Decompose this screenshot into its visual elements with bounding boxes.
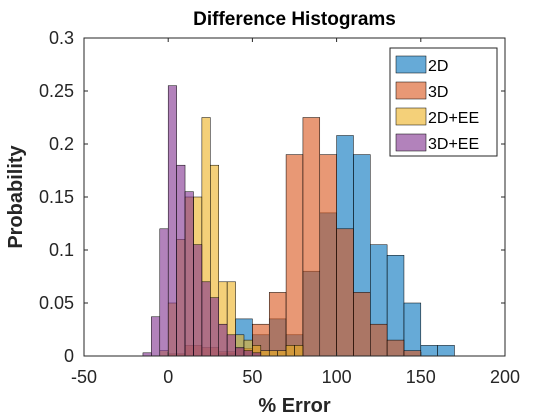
y-tick-label: 0.25: [39, 81, 74, 101]
bar-2d-plus-ee-55: [260, 350, 270, 357]
bar-2d-150: [420, 345, 438, 357]
bar-3d-plus-ee-25: [210, 297, 219, 357]
x-tick-label: 0: [163, 367, 173, 387]
y-tick-label: 0.2: [49, 134, 74, 154]
y-tick-label: 0.3: [49, 28, 74, 48]
bar-3d-70: [285, 154, 304, 357]
x-tick-label: 200: [490, 367, 520, 387]
bar-3d-plus-ee-30: [218, 323, 228, 357]
x-tick-label: 50: [242, 367, 262, 387]
bar-2d-plus-ee-65: [277, 350, 287, 357]
y-tick-label: 0.15: [39, 187, 74, 207]
legend-swatch-2d: [395, 55, 427, 74]
bar-3d-60: [268, 292, 287, 357]
bar-3d-110: [353, 292, 371, 357]
bar-3d-plus-ee-20: [201, 281, 211, 357]
bar-3d-plus-ee-40: [235, 347, 245, 357]
legend-swatch-3d-plus-ee: [395, 133, 427, 152]
bar-3d-plus-ee--5: [159, 228, 169, 357]
legend-swatch-3d: [395, 81, 427, 100]
chart-title: Difference Histograms: [193, 9, 396, 30]
bar-3d-80: [302, 117, 321, 357]
bar-3d-120: [370, 323, 388, 357]
bar-2d-plus-ee-60: [268, 350, 278, 357]
legend-label-2d: 2D: [428, 58, 448, 75]
bar-3d-100: [336, 228, 354, 357]
x-tick-label: -50: [71, 367, 97, 387]
bar-3d-plus-ee-0: [167, 85, 177, 357]
legend-label-3d-plus-ee: 3D+EE: [428, 136, 479, 153]
x-tick-label: 150: [406, 367, 436, 387]
x-axis-label: % Error: [258, 395, 330, 417]
x-tick-label: 100: [322, 367, 352, 387]
legend-label-3d: 3D: [428, 84, 448, 101]
series-3d: [167, 117, 422, 357]
bar-2d-plus-ee-75: [294, 345, 304, 357]
bar-3d-plus-ee-15: [193, 244, 203, 357]
legend-swatch-2d-plus-ee: [395, 107, 427, 126]
y-tick-label: 0.1: [49, 240, 74, 260]
y-tick-label: 0: [64, 346, 74, 366]
bar-2d-plus-ee-70: [285, 345, 295, 357]
bar-3d-90: [319, 154, 337, 357]
bar-2d-160: [437, 345, 455, 357]
legend: 2D 3D 2D+EE 3D+EE: [389, 47, 498, 157]
y-axis-label: Probability: [5, 144, 27, 248]
bar-3d-plus-ee-5: [176, 164, 186, 357]
bar-3d-140: [403, 350, 422, 357]
y-tick-label: 0.05: [39, 293, 74, 313]
bar-3d-plus-ee--10: [151, 316, 161, 357]
bar-3d-plus-ee-10: [184, 191, 194, 357]
legend-label-2d-plus-ee: 2D+EE: [428, 110, 479, 127]
bar-3d-130: [386, 339, 405, 357]
bar-2d-140: [403, 302, 422, 357]
bar-3d-plus-ee-35: [226, 334, 236, 357]
bar-3d-plus-ee-45: [243, 350, 253, 357]
